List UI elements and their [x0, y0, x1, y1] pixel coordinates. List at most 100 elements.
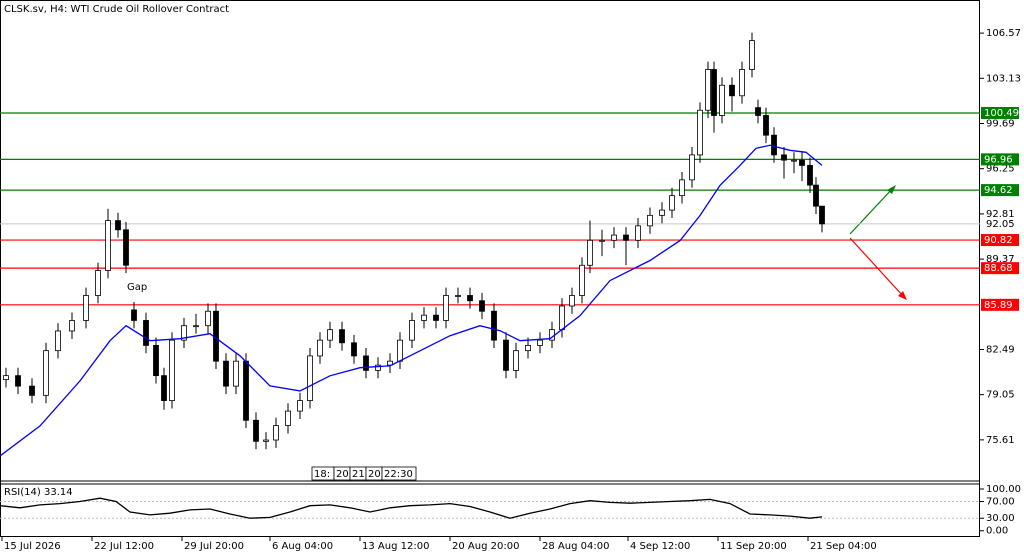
candle-body [105, 220, 111, 271]
candle-body [123, 229, 129, 266]
level-label: 90.82 [984, 235, 1013, 246]
candle-body [537, 339, 543, 346]
chart-title: CLSK.sv, H4: WTI Crude Oil Rollover Cont… [4, 4, 229, 15]
candle-body [503, 339, 509, 371]
candle-body [819, 205, 825, 225]
x-tick-label: 20 Aug 20:00 [452, 541, 519, 552]
candle-body [29, 385, 35, 396]
y-tick-label: 79.05 [986, 390, 1015, 401]
crosshair-label: 20 [336, 469, 349, 480]
candle-body [443, 295, 449, 321]
x-tick-label: 22 Jul 12:00 [94, 541, 154, 552]
candle-body [763, 115, 769, 136]
candle-body [647, 214, 653, 227]
down-arrow-head [898, 291, 907, 300]
candle-body [131, 309, 137, 321]
up-arrow [849, 187, 894, 235]
candle-body [205, 310, 211, 327]
candle-body [161, 375, 167, 401]
candle-body [599, 239, 605, 242]
y-tick-label: 106.57 [986, 28, 1021, 39]
annotation: Gap [127, 282, 147, 293]
candle-body [587, 239, 593, 266]
candle-body [181, 325, 187, 341]
candle-body [317, 339, 323, 357]
level-label-box [981, 262, 1019, 275]
candle-body [233, 360, 239, 387]
candle-body [421, 314, 427, 321]
candle-body [297, 400, 303, 412]
y-tick-label: 103.13 [986, 73, 1021, 84]
candle-body [95, 270, 101, 296]
candle-body [807, 165, 813, 186]
candle-body [263, 439, 269, 442]
rsi-tick-label: 0.00 [986, 526, 1008, 537]
candle-body [611, 234, 617, 241]
current-price-label: 92.05 [986, 219, 1015, 230]
candle-body [781, 154, 787, 161]
candle-body [69, 320, 75, 332]
candle-body [15, 375, 21, 387]
rsi-tick-label: 70.00 [986, 497, 1015, 508]
candle-body [153, 345, 159, 377]
candle-body [397, 339, 403, 362]
candle-body [327, 329, 333, 341]
candle-body [771, 134, 777, 156]
rsi-tick-label: 100.00 [986, 484, 1021, 495]
x-tick-label: 13 Aug 12:00 [362, 541, 429, 552]
rsi-name: RSI(14) [4, 487, 41, 498]
candle-body [513, 350, 519, 371]
rsi-value: 33.14 [44, 487, 73, 498]
candle-body [791, 159, 797, 162]
rsi-line [0, 497, 823, 519]
y-tick-label: 82.49 [986, 344, 1015, 355]
candle-body [799, 159, 805, 166]
level-label: 85.89 [984, 300, 1013, 311]
level-label: 96.96 [984, 154, 1013, 165]
y-tick-label: 96.25 [986, 164, 1015, 175]
y-tick-label: 92.81 [986, 209, 1015, 220]
candle-body [455, 295, 461, 297]
candle-body [467, 295, 473, 302]
rsi-tick-label: 30.00 [986, 513, 1015, 524]
candle-body [623, 234, 629, 241]
level-label: 100.49 [984, 108, 1019, 119]
candle-body [43, 350, 49, 396]
x-tick-label: 6 Aug 04:00 [272, 541, 333, 552]
y-tick-label: 89.37 [986, 254, 1015, 265]
candle-body [711, 69, 717, 116]
x-tick-label: 4 Sep 12:00 [630, 541, 690, 552]
candle-body [679, 179, 685, 197]
crosshair-label: 20 [368, 469, 381, 480]
level-label: 94.62 [984, 185, 1013, 196]
candle-body [243, 360, 249, 421]
candle-body [813, 184, 819, 207]
candle-body [669, 195, 675, 211]
candle-body [749, 40, 755, 70]
candle-body [635, 225, 641, 241]
crosshair-label: 21 [352, 469, 365, 480]
rsi-label: RSI(14) 33.14 [4, 487, 73, 498]
candle-body [719, 84, 725, 116]
candle-body [307, 355, 313, 401]
x-tick-label: 15 Jul 2026 [4, 541, 61, 552]
level-label-box [981, 153, 1019, 166]
candle-body [525, 345, 531, 352]
x-tick-label: 11 Sep 20:00 [720, 541, 787, 552]
candle-body [339, 329, 345, 344]
candle-body [579, 264, 585, 296]
candle-body [479, 300, 485, 312]
candle-body [169, 339, 175, 401]
candle-body [705, 69, 711, 111]
candle-body [689, 154, 695, 181]
candle-body [253, 419, 259, 442]
candle-body [363, 355, 369, 371]
candle-body [697, 109, 703, 156]
candle-body [569, 295, 575, 307]
candle-body [55, 330, 61, 352]
candle-body [409, 320, 415, 341]
candle-body [3, 375, 9, 380]
level-label-box [981, 106, 1019, 119]
candle-body [559, 305, 565, 331]
